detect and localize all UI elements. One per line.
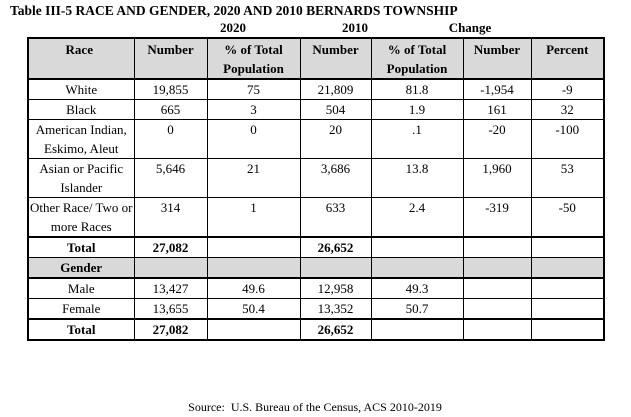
cell-number-2010: 633 <box>299 197 372 238</box>
cell-number-2020: 13,655 <box>133 298 208 320</box>
col-header-pct-2010: % of Total Population <box>370 37 464 80</box>
cell-number-2020: 13,427 <box>133 277 208 299</box>
cell-number-change <box>462 277 532 299</box>
table-row-gender-total: Total 27,082 26,652 <box>27 318 605 341</box>
cell-pct-2010 <box>370 318 464 341</box>
cell-number-2020: 5,646 <box>133 158 208 198</box>
section-label: Gender <box>27 257 135 279</box>
row-label: Total <box>27 318 135 341</box>
table-row-american-indian: American Indian, Eskimo, Aleut 0 0 20 .1… <box>27 119 605 159</box>
cell-percent-change <box>530 277 605 299</box>
cell-number-2010: 504 <box>299 99 372 120</box>
year-label-2020: 2020 <box>220 20 246 35</box>
cell-empty <box>206 257 301 279</box>
cell-percent-change: -50 <box>530 197 605 238</box>
cell-pct-2020 <box>206 236 301 258</box>
cell-pct-2020 <box>206 318 301 341</box>
cell-number-change: -1,954 <box>462 78 532 100</box>
cell-percent-change <box>530 236 605 258</box>
table-row-white: White 19,855 75 21,809 81.8 -1,954 -9 <box>27 78 605 100</box>
row-label: Female <box>27 298 135 320</box>
cell-empty <box>299 257 372 279</box>
cell-number-2020: 19,855 <box>133 78 208 100</box>
cell-number-2020: 27,082 <box>133 236 208 258</box>
row-label: Black <box>27 99 135 120</box>
cell-empty <box>133 257 208 279</box>
cell-number-2010: 21,809 <box>299 78 372 100</box>
cell-number-2020: 27,082 <box>133 318 208 341</box>
cell-pct-2010: .1 <box>370 119 464 159</box>
cell-number-change: -20 <box>462 119 532 159</box>
row-label: Other Race/ Two or more Races <box>27 197 135 238</box>
cell-pct-2010: 1.9 <box>370 99 464 120</box>
row-label: Asian or Pacific Islander <box>27 158 135 198</box>
col-header-number-change: Number <box>462 37 532 80</box>
table-row-male: Male 13,427 49.6 12,958 49.3 <box>27 277 605 299</box>
cell-pct-2010: 2.4 <box>370 197 464 238</box>
cell-number-2010: 20 <box>299 119 372 159</box>
cell-number-2010: 26,652 <box>299 236 372 258</box>
cell-percent-change <box>530 298 605 320</box>
year-group-labels: 2020 2010 Change <box>0 20 631 37</box>
cell-pct-2020: 75 <box>206 78 301 100</box>
row-label: American Indian, Eskimo, Aleut <box>27 119 135 159</box>
cell-pct-2020: 1 <box>206 197 301 238</box>
row-label: White <box>27 78 135 100</box>
cell-number-2010: 12,958 <box>299 277 372 299</box>
cell-empty <box>530 257 605 279</box>
row-label: Male <box>27 277 135 299</box>
col-header-number-2020: Number <box>133 37 208 80</box>
cell-percent-change <box>530 318 605 341</box>
cell-empty <box>370 257 464 279</box>
cell-number-2010: 13,352 <box>299 298 372 320</box>
cell-number-2020: 665 <box>133 99 208 120</box>
cell-number-change: 1,960 <box>462 158 532 198</box>
cell-pct-2020: 21 <box>206 158 301 198</box>
table-row-other-race: Other Race/ Two or more Races 314 1 633 … <box>27 197 605 238</box>
cell-number-change <box>462 236 532 258</box>
cell-number-2020: 0 <box>133 119 208 159</box>
cell-pct-2020: 49.6 <box>206 277 301 299</box>
cell-number-2010: 26,652 <box>299 318 372 341</box>
col-header-pct-2020: % of Total Population <box>206 37 301 80</box>
cell-pct-2020: 50.4 <box>206 298 301 320</box>
cell-pct-2020: 0 <box>206 119 301 159</box>
cell-percent-change: 32 <box>530 99 605 120</box>
year-label-change: Change <box>448 20 492 35</box>
col-header-number-2010: Number <box>299 37 372 80</box>
cell-empty <box>462 257 532 279</box>
cell-pct-2010: 81.8 <box>370 78 464 100</box>
cell-pct-2010 <box>370 236 464 258</box>
source-note: Source: U.S. Bureau of the Census, ACS 2… <box>188 400 442 414</box>
cell-pct-2010: 50.7 <box>370 298 464 320</box>
cell-number-2010: 3,686 <box>299 158 372 198</box>
table-row-gender-section: Gender <box>27 257 605 279</box>
table-row-asian-pacific: Asian or Pacific Islander 5,646 21 3,686… <box>27 158 605 198</box>
col-header-race: Race <box>27 37 135 80</box>
col-header-percent-change: Percent <box>530 37 605 80</box>
table-row-race-total: Total 27,082 26,652 <box>27 236 605 258</box>
cell-pct-2010: 49.3 <box>370 277 464 299</box>
cell-number-change: -319 <box>462 197 532 238</box>
table-row-female: Female 13,655 50.4 13,352 50.7 <box>27 298 605 320</box>
cell-number-change <box>462 298 532 320</box>
header-row: Race Number % of Total Population Number… <box>27 37 605 80</box>
year-label-2010: 2010 <box>342 20 368 35</box>
cell-pct-2010: 13.8 <box>370 158 464 198</box>
cell-percent-change: -100 <box>530 119 605 159</box>
cell-percent-change: 53 <box>530 158 605 198</box>
cell-percent-change: -9 <box>530 78 605 100</box>
cell-number-change <box>462 318 532 341</box>
cell-number-change: 161 <box>462 99 532 120</box>
row-label: Total <box>27 236 135 258</box>
table-title: Table III-5 RACE AND GENDER, 2020 AND 20… <box>10 3 458 18</box>
cell-number-2020: 314 <box>133 197 208 238</box>
race-gender-table: Race Number % of Total Population Number… <box>27 37 605 341</box>
cell-pct-2020: 3 <box>206 99 301 120</box>
table-row-black: Black 665 3 504 1.9 161 32 <box>27 99 605 120</box>
